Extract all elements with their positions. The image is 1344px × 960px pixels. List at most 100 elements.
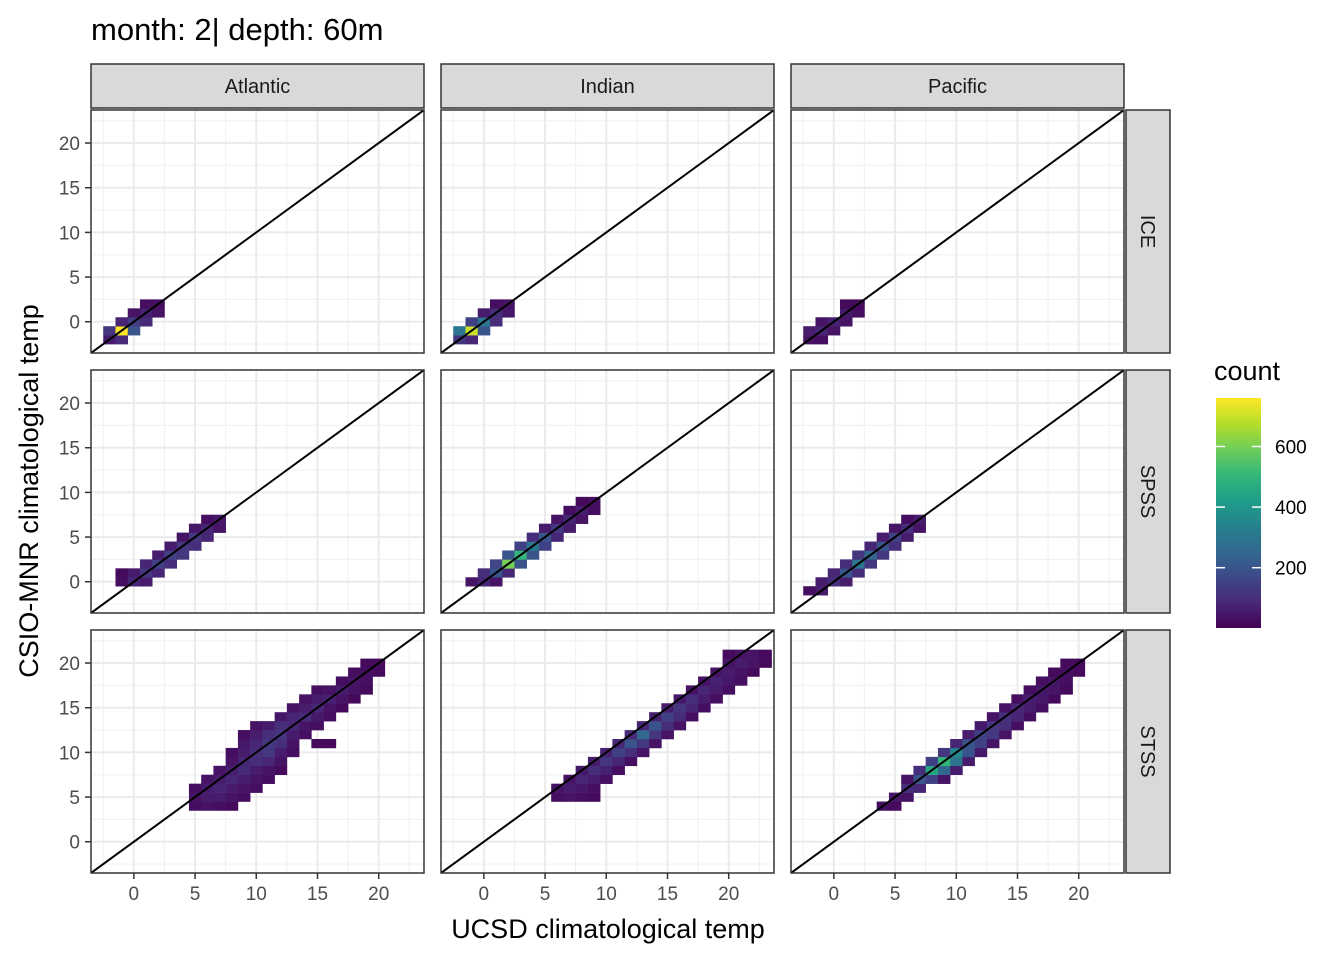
heatmap-cell xyxy=(213,792,226,802)
heatmap-cell xyxy=(225,792,239,802)
heatmap-cell xyxy=(698,685,711,695)
x-tick-label: 20 xyxy=(718,884,739,905)
heatmap-cell xyxy=(839,559,853,569)
heatmap-cell xyxy=(250,738,263,749)
heatmap-cell xyxy=(311,721,324,731)
heatmap-cell xyxy=(274,747,288,758)
identity-line xyxy=(791,630,1124,873)
heatmap-cell xyxy=(139,559,153,569)
identity-line xyxy=(791,110,1124,353)
heatmap-cell xyxy=(514,559,527,569)
identity-line xyxy=(91,630,424,873)
heatmap-cell xyxy=(262,730,275,740)
heatmap-cell xyxy=(274,738,288,749)
heatmap-cell xyxy=(188,801,202,811)
heatmap-cell xyxy=(575,514,589,524)
x-tick-label: 20 xyxy=(1068,884,1089,905)
x-tick-label: 15 xyxy=(307,884,328,905)
heatmap-cell xyxy=(1072,667,1086,677)
heatmap-cell xyxy=(661,721,674,731)
heatmap-cell xyxy=(950,765,963,776)
heatmap-cell xyxy=(262,774,275,784)
heatmap-cell xyxy=(1023,712,1037,722)
heatmap-cell xyxy=(225,747,239,758)
x-tick-label: 0 xyxy=(129,884,140,905)
heatmap-cell xyxy=(1035,703,1049,713)
heatmap-cell xyxy=(685,703,699,713)
column-strip xyxy=(90,63,425,109)
facet-panel-spss-indian xyxy=(440,369,775,614)
x-tick-label: 10 xyxy=(596,884,617,905)
heatmap-cell xyxy=(115,577,129,587)
y-tick-label: 20 xyxy=(59,654,80,675)
heatmap-cell xyxy=(661,730,674,740)
chart-title: month: 2| depth: 60m xyxy=(91,12,383,47)
heatmap-cell xyxy=(237,730,251,740)
heatmap-cell xyxy=(839,299,853,309)
heatmap-cell xyxy=(974,738,988,749)
heatmap-cell xyxy=(225,774,239,784)
heatmap-cell xyxy=(937,747,951,758)
heatmap-cell xyxy=(201,532,214,542)
heatmap-cell xyxy=(950,738,963,749)
panel-border xyxy=(440,369,775,614)
heatmap-cell xyxy=(127,568,141,578)
heatmap-cell xyxy=(502,568,515,578)
y-tick-label: 15 xyxy=(59,699,80,720)
row-strip xyxy=(1125,109,1171,354)
column-strip xyxy=(440,63,775,109)
heatmap-cell xyxy=(489,577,503,587)
heatmap-cell xyxy=(962,756,975,767)
heatmap-cell xyxy=(1011,721,1024,731)
heatmap-cell xyxy=(453,326,466,336)
heatmap-cell xyxy=(286,730,300,740)
heatmap-cell xyxy=(888,523,902,533)
heatmap-cell xyxy=(489,317,503,327)
row-strip xyxy=(1125,369,1171,614)
y-tick-label: 5 xyxy=(69,788,80,809)
heatmap-cell xyxy=(636,738,650,749)
legend-tick-label: 400 xyxy=(1275,498,1307,519)
x-tick-label: 15 xyxy=(657,884,678,905)
heatmap-cell xyxy=(747,667,760,677)
heatmap-cell xyxy=(734,658,748,668)
heatmap-cell xyxy=(649,738,662,749)
y-tick-label: 15 xyxy=(59,439,80,460)
heatmap-cell xyxy=(477,308,491,318)
heatmap-cell xyxy=(901,532,914,542)
heatmap-cell xyxy=(299,703,312,713)
panel-border xyxy=(90,629,425,874)
heatmap-cell xyxy=(335,703,349,713)
x-tick-label: 0 xyxy=(479,884,490,905)
identity-line xyxy=(91,110,424,353)
x-tick-label: 5 xyxy=(890,884,901,905)
heatmap-cell xyxy=(913,765,926,776)
heatmap-cell xyxy=(734,676,748,686)
heatmap-cell xyxy=(876,532,890,542)
x-tick-label: 10 xyxy=(246,884,267,905)
heatmap-cell xyxy=(661,712,674,722)
panel-border xyxy=(440,629,775,874)
heatmap-cell xyxy=(372,667,386,677)
heatmap-cell xyxy=(852,568,865,578)
heatmap-cell xyxy=(299,730,312,740)
heatmap-cell xyxy=(164,541,177,551)
heatmap-cell xyxy=(815,335,829,345)
heatmap-cell xyxy=(839,577,853,587)
row-strip-label: SPSS xyxy=(1136,465,1158,518)
heatmap-cell xyxy=(465,335,479,345)
heatmap-cell xyxy=(526,550,540,560)
heatmap-cell xyxy=(538,541,552,551)
heatmap-cell xyxy=(311,685,324,695)
heatmap-cell xyxy=(901,774,914,784)
row-facet-strips: ICE SPSS STSS xyxy=(1125,109,1171,874)
y-tick-label: 5 xyxy=(69,268,80,289)
heatmap-cell xyxy=(815,577,829,587)
heatmap-cell xyxy=(237,747,251,758)
heatmap-cell xyxy=(502,550,515,560)
x-axis: 0 5 10 15 20 0 5 10 15 20 0 5 10 15 20 xyxy=(129,873,1089,905)
panel-border xyxy=(790,109,1125,354)
heatmap-cell xyxy=(551,532,564,542)
row-strip-label: ICE xyxy=(1136,215,1158,248)
y-axis: 0 5 10 15 20 0 5 10 15 20 0 5 10 15 20 xyxy=(59,134,91,854)
